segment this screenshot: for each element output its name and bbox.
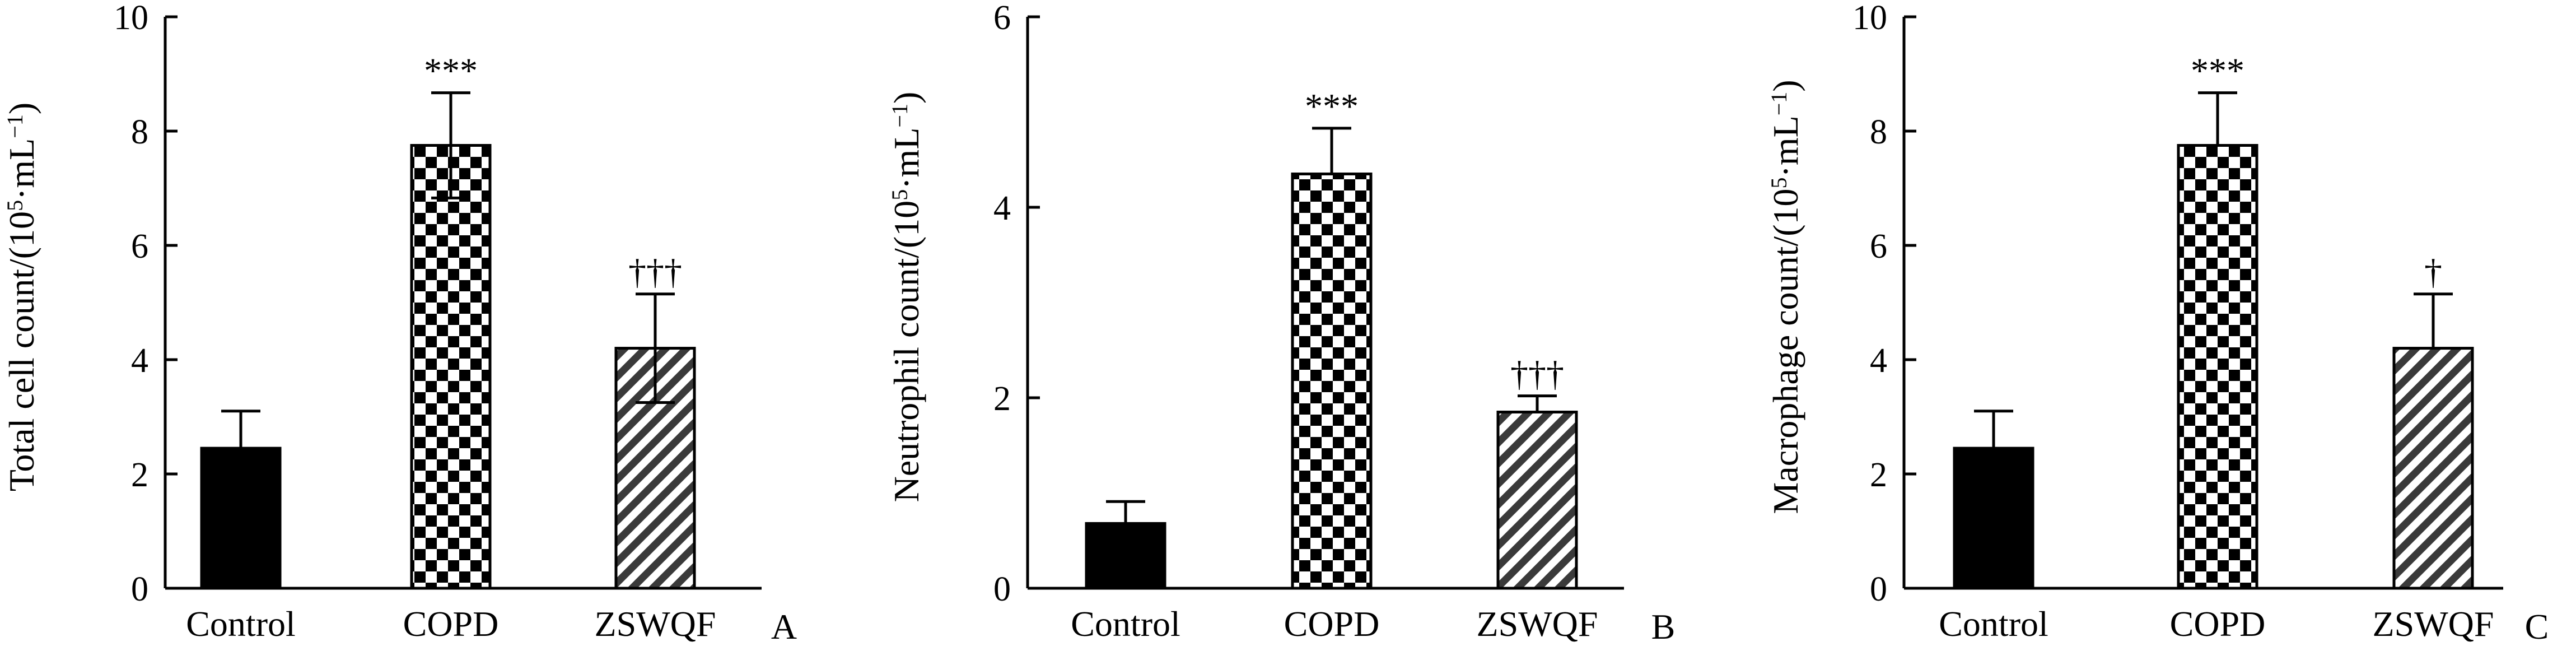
y-tick-label: 10 — [114, 0, 148, 37]
y-axis-label-sup1: 5 — [2, 200, 27, 211]
chart-panel-b: 0 2 4 6 Neutrophil count/(105·mL−1) Control **… — [886, 0, 1675, 647]
bar-copd — [2177, 144, 2258, 590]
significance-marker: ††† — [628, 252, 682, 292]
y-tick-label: 0 — [131, 570, 148, 608]
y-tick-label: 8 — [131, 113, 148, 151]
bar-zswqf — [614, 347, 696, 590]
y-tick-label: 4 — [1870, 342, 1887, 380]
y-axis-label: Neutrophil count/(105·mL−1) — [886, 92, 926, 503]
bar-copd — [410, 144, 492, 590]
y-tick-label: 2 — [1870, 456, 1887, 494]
y-axis-label: Total cell count/(105·mL−1) — [2, 103, 41, 491]
y-axis-label-main: Neutrophil count/(10 — [886, 201, 926, 503]
bar-control — [1953, 447, 2034, 590]
y-axis-label-end: ) — [886, 92, 926, 104]
y-axis-label-mid: ·mL — [1766, 115, 1805, 177]
y-tick-label: 6 — [993, 0, 1011, 37]
y-tick-label: 4 — [993, 189, 1011, 227]
panel-label: C — [2525, 607, 2549, 647]
significance-marker: *** — [2191, 51, 2244, 91]
category-label: COPD — [2170, 604, 2266, 644]
y-axis-label-end: ) — [2, 103, 41, 114]
y-tick-label: 6 — [1870, 227, 1887, 266]
category-label: Control — [186, 604, 296, 644]
panel-label: B — [1651, 607, 1676, 647]
bar-zswqf — [1496, 411, 1578, 590]
y-tick-label: 4 — [131, 342, 148, 380]
category-label: ZSWQF — [1477, 604, 1598, 644]
bar-zswqf — [2392, 347, 2474, 590]
y-axis-label-mid: ·mL — [2, 138, 41, 200]
significance-marker: † — [2424, 252, 2442, 292]
chart-panel-c: 0 2 4 6 8 10 Macrophage count/(105·mL−1) Contro… — [1766, 0, 2549, 647]
y-tick-label: 10 — [1852, 0, 1887, 37]
y-axis-label-main: Macrophage count/(10 — [1766, 188, 1805, 514]
y-axis-label-end: ) — [1766, 80, 1805, 91]
y-axis-label-main: Total cell count/(10 — [2, 211, 41, 491]
bar-control — [1085, 522, 1166, 590]
y-axis-label-sup1: 5 — [1766, 177, 1791, 188]
y-tick-label: 2 — [131, 456, 148, 494]
significance-marker: ††† — [1510, 354, 1564, 394]
y-tick-label: 2 — [993, 380, 1011, 418]
y-axis-label: Macrophage count/(105·mL−1) — [1766, 80, 1805, 514]
y-tick-label: 6 — [131, 227, 148, 266]
y-axis-label-mid: ·mL — [886, 128, 926, 189]
y-tick-label: 8 — [1870, 113, 1887, 151]
y-axis-label-sup2: −1 — [887, 104, 912, 128]
category-label: ZSWQF — [2373, 604, 2494, 644]
y-axis-label-sup2: −1 — [2, 114, 27, 138]
y-axis-label-sup2: −1 — [1766, 92, 1791, 116]
category-label: Control — [1071, 604, 1180, 644]
bar-control — [200, 447, 282, 590]
chart-panel-a: 0 2 4 6 8 10 Total cell count/(105·mL−1) Contro… — [2, 0, 797, 647]
y-axis-label-sup1: 5 — [887, 189, 912, 201]
category-label: COPD — [1284, 604, 1380, 644]
panel-label: A — [771, 607, 797, 647]
category-label: Control — [1939, 604, 2048, 644]
y-tick-label: 0 — [1870, 570, 1887, 608]
category-label: ZSWQF — [595, 604, 716, 644]
category-label: COPD — [403, 604, 499, 644]
bar-copd — [1291, 173, 1373, 590]
y-tick-label: 0 — [993, 570, 1011, 608]
significance-marker: *** — [1305, 86, 1359, 126]
significance-marker: *** — [424, 51, 478, 91]
